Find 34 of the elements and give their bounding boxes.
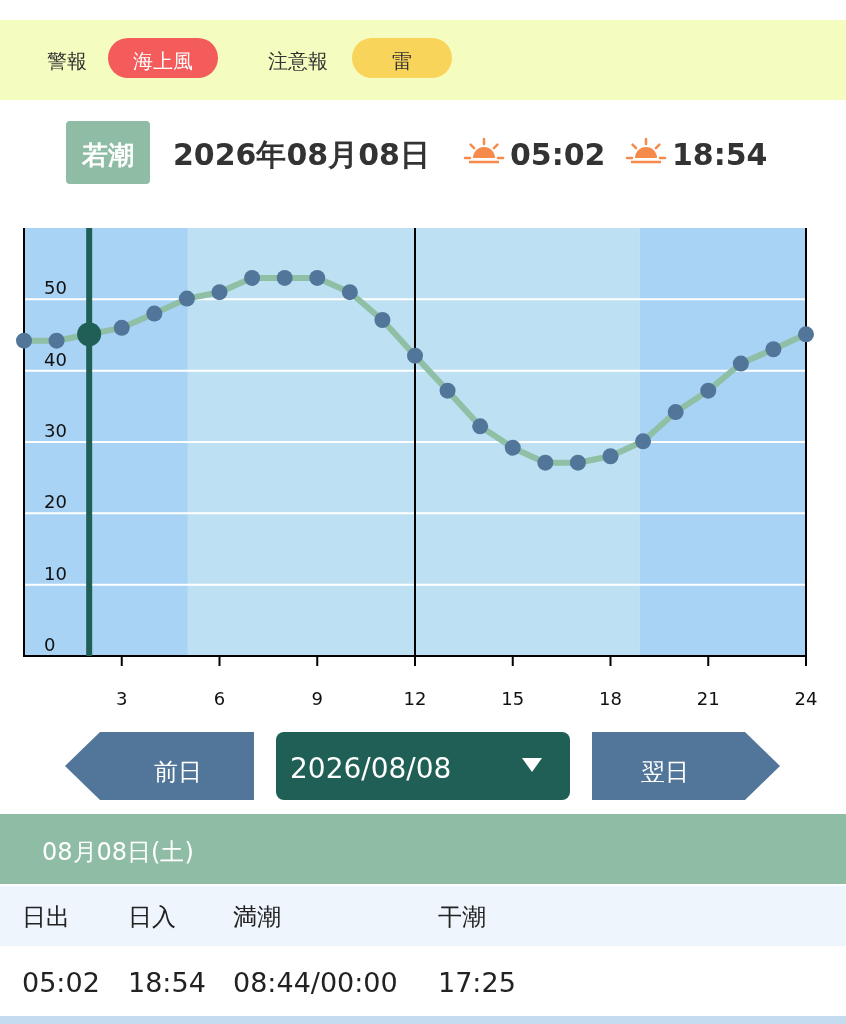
text: 干潮 — [438, 903, 486, 931]
x-tick-label: 3 — [116, 688, 128, 709]
text: 満潮 — [233, 903, 281, 931]
text: 08月08日(土) — [42, 838, 194, 866]
text: 警報 — [47, 49, 87, 73]
text: 18:54 — [672, 137, 768, 172]
text: 日入 — [128, 903, 176, 931]
text: 2026/08/08 — [290, 752, 452, 785]
x-tick-label: 21 — [696, 688, 720, 709]
text: 注意報 — [268, 49, 328, 73]
y-tick-label: 40 — [44, 348, 67, 370]
y-tick-label: 10 — [44, 562, 67, 584]
y-tick-label: 30 — [44, 420, 67, 441]
text: 翌日 — [641, 758, 689, 786]
text: 海上風 — [133, 49, 193, 73]
x-tick-label: 6 — [213, 688, 226, 709]
y-tick-label: 20 — [44, 491, 67, 513]
x-tick-label: 9 — [311, 688, 323, 709]
x-tick-label: 18 — [599, 688, 622, 709]
text: 若潮 — [81, 140, 134, 170]
text: 日出 — [22, 903, 70, 931]
text: 08:44/00:00 — [233, 967, 398, 998]
text: 雷 — [392, 49, 412, 73]
x-tick-label: 15 — [501, 688, 525, 709]
text: 05:02 — [510, 137, 606, 172]
x-tick-label: 12 — [403, 688, 427, 709]
y-tick-label: 0 — [44, 634, 56, 655]
y-tick-label: 50 — [44, 277, 67, 299]
text: 前日 — [154, 758, 202, 786]
chart-title: 2026年08月08日 — [173, 137, 430, 172]
text: 17:25 — [438, 967, 516, 998]
text: 18:54 — [128, 967, 206, 998]
text: 05:02 — [22, 967, 100, 998]
x-tick-label: 24 — [794, 688, 818, 709]
